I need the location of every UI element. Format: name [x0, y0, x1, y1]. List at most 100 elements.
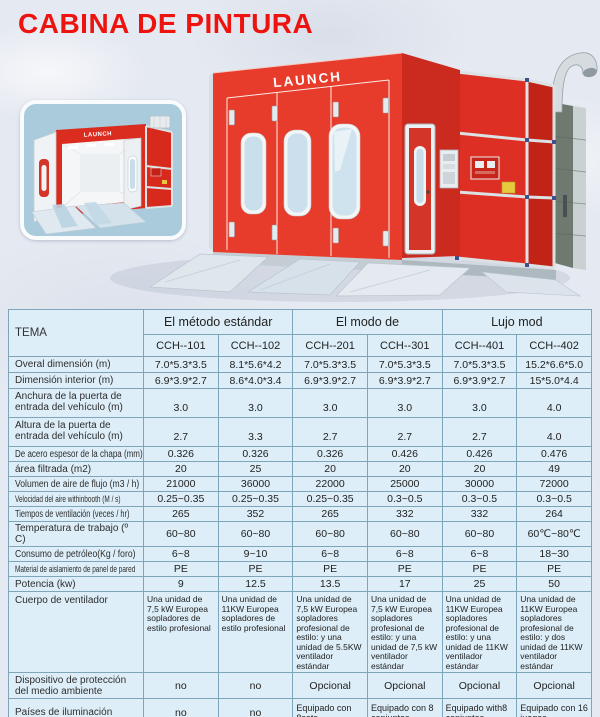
row-label: Altura de la puerta de entrada del vehíc…: [8, 417, 144, 447]
cell-value: Opcional: [441, 672, 518, 699]
cell-value: 6~8: [441, 546, 518, 562]
cell-value: 3.3: [217, 417, 294, 447]
cell-value: 22000: [292, 476, 368, 492]
cell-value: 0.3~0.5: [366, 491, 443, 507]
cell-value: 0.25~0.35: [217, 491, 294, 507]
row-label: Dispositivo de protección del medio ambi…: [8, 672, 144, 699]
table-row: Anchura de la puerta de entrada del vehí…: [8, 388, 592, 418]
cell-value: 0.326: [143, 446, 219, 462]
cell-value: 13.5: [292, 576, 368, 592]
table-row: Dispositivo de protección del medio ambi…: [8, 672, 592, 699]
cell-value: 50: [516, 576, 592, 592]
entry-ramps: [148, 253, 582, 297]
page-title: CABINA DE PINTURA: [18, 8, 314, 39]
table-row: Cuerpo de ventilador Una unidad de 7,5 k…: [8, 591, 592, 673]
inset-launch-text: LAUNCH: [84, 131, 113, 138]
cell-value: 17: [366, 576, 443, 592]
model-header: CCH--101: [143, 334, 219, 357]
exhaust-duct: [550, 52, 598, 270]
row-label-text: Overal dimensión (m): [15, 359, 111, 370]
cell-value: 2.7: [292, 417, 368, 447]
inset-frame: LAUNCH: [20, 100, 186, 240]
cell-value: 3.0: [292, 388, 368, 418]
cell-value: 6~8: [143, 546, 219, 562]
model-header: CCH--201: [292, 334, 368, 357]
row-label-text: área filtrada (m2): [15, 463, 92, 475]
cell-value: 15.2*6.6*5.0: [516, 356, 592, 373]
cell-value: 3.0: [217, 388, 294, 418]
cell-value: Una unidad de 7,5 kW Europea sopladores …: [143, 591, 219, 673]
cell-value: 6.9*3.9*2.7: [143, 372, 219, 389]
cell-value: PE: [143, 561, 219, 577]
cell-value: Opcional: [516, 672, 592, 699]
model-header: CCH--402: [516, 334, 592, 357]
group-header: El modo de: [292, 309, 443, 335]
row-label-text: Cuerpo de ventilador: [15, 595, 108, 606]
cell-value: 21000: [143, 476, 219, 492]
cell-value: 20: [292, 461, 368, 477]
cell-value: 9~10: [217, 546, 294, 562]
cell-value: PE: [217, 561, 294, 577]
row-label: Material de aislamiento de panel de pare…: [8, 561, 144, 577]
cell-value: no: [143, 698, 219, 717]
cell-value: 18~30: [516, 546, 592, 562]
cell-value: 7.0*5.3*3.5: [441, 356, 518, 373]
cell-value: 6.9*3.9*2.7: [366, 372, 443, 389]
cell-value: 0.476: [516, 446, 592, 462]
header-row-groups: TEMA El método estándar El modo de Lujo …: [8, 309, 593, 357]
cell-value: PE: [516, 561, 592, 577]
row-label: Cuerpo de ventilador: [8, 591, 144, 673]
cell-value: 264: [516, 506, 592, 522]
cell-value: 49: [516, 461, 592, 477]
row-label: Potencia (kw): [8, 576, 144, 592]
table-row: Overal dimensión (m) 7.0*5.3*3.5 8.1*5.6…: [8, 356, 592, 373]
cell-value: 25: [441, 576, 518, 592]
cell-value: 8.1*5.6*4.2: [217, 356, 294, 373]
row-label: Velocidad del aire withinbooth (M / s): [8, 491, 144, 507]
cell-value: 332: [441, 506, 518, 522]
cell-value: 2.7: [366, 417, 443, 447]
table-row: Países de iluminación no no Equipado con…: [8, 698, 592, 717]
table-row: área filtrada (m2) 20 25 20 20 20 49: [8, 461, 592, 477]
cell-value: Equipado con 8sets: [292, 698, 368, 717]
side-wall: [402, 53, 460, 258]
cell-value: 12.5: [217, 576, 294, 592]
cell-value: 8.6*4.0*3.4: [217, 372, 294, 389]
cell-value: 20: [366, 461, 443, 477]
row-label: Overal dimensión (m): [8, 356, 144, 373]
cell-value: 6.9*3.9*2.7: [292, 372, 368, 389]
model-header: CCH--301: [366, 334, 443, 357]
table-row: Volumen de aire de flujo (m3 / h) 21000 …: [8, 476, 592, 492]
row-label: Temperatura de trabajo (º C): [8, 521, 144, 547]
row-label-text: De acero espesor de la chapa (mm): [15, 448, 143, 460]
cell-value: 60℃~80℃: [516, 521, 592, 547]
cell-value: 4.0: [516, 417, 592, 447]
machine-section: [455, 70, 556, 270]
table-row: Potencia (kw) 9 12.5 13.5 17 25 50: [8, 576, 592, 592]
row-label-text: Dimensión interior (m): [15, 375, 114, 386]
table-row: Tiempos de ventilación (veces / hr) 265 …: [8, 506, 592, 522]
row-label: área filtrada (m2): [8, 461, 144, 477]
door-windows: [240, 123, 361, 220]
cell-value: 0.326: [217, 446, 294, 462]
model-header: CCH--102: [217, 334, 294, 357]
cell-value: 25: [217, 461, 294, 477]
row-label-text: Temperatura de trabajo (º C): [15, 523, 129, 545]
table-row: Velocidad del aire withinbooth (M / s) 0…: [8, 491, 592, 507]
cell-value: 60~80: [366, 521, 443, 547]
table-row: Consumo de petróleo(Kg / foro) 6~8 9~10 …: [8, 546, 592, 562]
cell-value: 36000: [217, 476, 294, 492]
row-label: Países de iluminación: [8, 698, 144, 717]
spec-table: TEMA El método estándar El modo de Lujo …: [8, 309, 593, 717]
row-label-text: Potencia (kw): [15, 578, 76, 590]
cell-value: Opcional: [292, 672, 368, 699]
table-row: De acero espesor de la chapa (mm) 0.326 …: [8, 446, 592, 462]
cell-value: no: [143, 672, 219, 699]
row-label-text: Volumen de aire de flujo (m3 / h): [15, 478, 140, 490]
row-label: Anchura de la puerta de entrada del vehí…: [8, 388, 144, 418]
cell-value: Equipado with8 conjuntos: [441, 698, 518, 717]
cell-value: 7.0*5.3*3.5: [143, 356, 219, 373]
row-label-text: Material de aislamiento de panel de pare…: [15, 563, 136, 575]
cell-value: Una unidad de 7,5 kW Europea sopladores …: [292, 591, 368, 673]
